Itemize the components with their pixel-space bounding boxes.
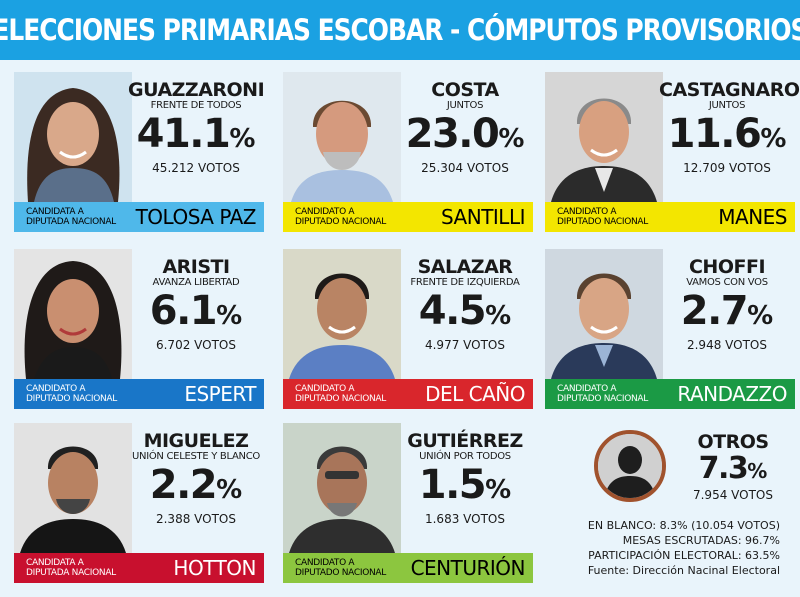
national-candidate-name: CENTURIÓN — [410, 556, 526, 580]
candidate-photo — [283, 72, 401, 202]
party-name: JUNTOS — [708, 100, 746, 111]
candidate-role: CANDIDATO A DIPUTADO NACIONAL — [295, 558, 386, 578]
vote-count: 4.977 VOTOS — [424, 338, 505, 352]
candidate-role: CANDIDATO A DIPUTADO NACIONAL — [295, 207, 386, 227]
vote-percentage: 41.1% — [136, 111, 256, 157]
candidate-surname: CASTAGNARO — [659, 79, 800, 101]
others-percentage: 7.3% — [698, 451, 768, 486]
candidate-role: CANDIDATO A DIPUTADO NACIONAL — [295, 384, 386, 404]
candidate-card-miguelez: MIGUELEZ UNIÓN CELESTE Y BLANCO 2.2% 2.3… — [14, 423, 269, 588]
candidate-photo — [545, 249, 663, 379]
candidate-bar: CANDIDATA A DIPUTADA NACIONAL TOLOSA PAZ — [14, 202, 264, 232]
party-name: UNIÓN CELESTE Y BLANCO — [132, 451, 260, 462]
party-name: FRENTE DE TODOS — [150, 100, 242, 111]
party-name: UNIÓN POR TODOS — [419, 451, 511, 462]
candidate-info: GUTIÉRREZ UNIÓN POR TODOS 1.5% 1.683 VOT… — [397, 431, 533, 526]
candidate-card-castagnaro: CASTAGNARO JUNTOS 11.6% 12.709 VOTOS CAN… — [545, 72, 800, 237]
candidate-info: GUAZZARONI FRENTE DE TODOS 41.1% 45.212 … — [128, 79, 265, 175]
candidate-role: CANDIDATO A DIPUTADO NACIONAL — [26, 384, 117, 404]
party-name: JUNTOS — [446, 100, 484, 111]
vote-percentage: 4.5% — [418, 288, 512, 334]
page-title: ELECCIONES PRIMARIAS ESCOBAR - CÓMPUTOS … — [0, 0, 800, 60]
party-name: AVANZA LIBERTAD — [152, 277, 240, 288]
candidate-surname: CHOFFI — [688, 256, 766, 278]
candidate-bar: CANDIDATO A DIPUTADO NACIONAL ESPERT — [14, 379, 264, 409]
candidate-info: ARISTI AVANZA LIBERTAD 6.1% 6.702 VOTOS — [128, 257, 264, 352]
candidate-info: CHOFFI VAMOS CON VOS 2.7% 2.948 VOTOS — [659, 257, 795, 352]
candidate-photo — [283, 423, 401, 553]
candidate-bar: CANDIDATO A DIPUTADO NACIONAL SANTILLI — [283, 202, 533, 232]
candidate-info: CASTAGNARO JUNTOS 11.6% 12.709 VOTOS — [659, 79, 800, 175]
tables-counted: MESAS ESCRUTADAS: 96.7% — [622, 534, 780, 547]
party-name: FRENTE DE IZQUIERDA — [410, 277, 520, 288]
others-vote-count: 7.954 VOTOS — [692, 488, 773, 502]
candidate-card-guazzaroni: GUAZZARONI FRENTE DE TODOS 41.1% 45.212 … — [14, 72, 269, 237]
others-avatar-icon — [594, 430, 666, 502]
blank-votes: EN BLANCO: 8.3% (10.054 VOTOS) — [587, 519, 780, 532]
vote-count: 25.304 VOTOS — [421, 161, 509, 175]
national-candidate-name: HOTTON — [173, 556, 256, 580]
election-stats: EN BLANCO: 8.3% (10.054 VOTOS) MESAS ESC… — [580, 518, 780, 578]
national-candidate-name: SANTILLI — [440, 205, 526, 229]
vote-percentage: 11.6% — [667, 111, 787, 157]
candidate-role: CANDIDATA A DIPUTADA NACIONAL — [26, 558, 116, 578]
candidate-surname: MIGUELEZ — [143, 430, 249, 452]
page-title-text: ELECCIONES PRIMARIAS ESCOBAR - CÓMPUTOS … — [0, 13, 800, 47]
candidate-card-choffi: CHOFFI VAMOS CON VOS 2.7% 2.948 VOTOS CA… — [545, 249, 800, 414]
candidate-surname: COSTA — [431, 79, 499, 101]
candidate-card-salazar: SALAZAR FRENTE DE IZQUIERDA 4.5% 4.977 V… — [283, 249, 538, 414]
national-candidate-name: ESPERT — [184, 382, 256, 406]
candidate-card-costa: COSTA JUNTOS 23.0% 25.304 VOTOS CANDIDAT… — [283, 72, 538, 237]
candidate-role: CANDIDATA A DIPUTADA NACIONAL — [26, 207, 116, 227]
candidate-surname: ARISTI — [162, 256, 230, 278]
vote-count: 1.683 VOTOS — [424, 512, 505, 526]
vote-count: 12.709 VOTOS — [683, 161, 771, 175]
candidate-surname: GUTIÉRREZ — [407, 430, 523, 452]
national-candidate-name: RANDAZZO — [677, 382, 787, 406]
vote-percentage: 23.0% — [405, 111, 525, 157]
candidate-bar: CANDIDATO A DIPUTADO NACIONAL CENTURIÓN — [283, 553, 533, 583]
vote-percentage: 6.1% — [149, 288, 243, 334]
candidate-info: SALAZAR FRENTE DE IZQUIERDA 4.5% 4.977 V… — [397, 257, 533, 352]
candidate-photo — [283, 249, 401, 379]
candidate-photo — [14, 72, 132, 202]
vote-count: 2.388 VOTOS — [155, 512, 236, 526]
party-name: VAMOS CON VOS — [686, 277, 768, 288]
vote-count: 2.948 VOTOS — [686, 338, 767, 352]
candidate-surname: SALAZAR — [417, 256, 513, 278]
national-candidate-name: MANES — [718, 205, 787, 229]
electoral-participation: PARTICIPACIÓN ELECTORAL: 63.5% — [588, 549, 780, 562]
candidate-info: COSTA JUNTOS 23.0% 25.304 VOTOS — [397, 80, 533, 175]
vote-percentage: 1.5% — [418, 462, 512, 508]
candidate-bar: CANDIDATO A DIPUTADO NACIONAL MANES — [545, 202, 795, 232]
vote-count: 6.702 VOTOS — [155, 338, 236, 352]
vote-count: 45.212 VOTOS — [152, 161, 240, 175]
vote-percentage: 2.2% — [149, 462, 243, 508]
candidate-bar: CANDIDATA A DIPUTADA NACIONAL HOTTON — [14, 553, 264, 583]
candidate-role: CANDIDATO A DIPUTADO NACIONAL — [557, 384, 648, 404]
source-note: Fuente: Dirección Nacinal Electoral — [587, 564, 780, 577]
candidate-bar: CANDIDATO A DIPUTADO NACIONAL DEL CAÑO — [283, 379, 533, 409]
candidate-photo — [14, 423, 132, 553]
national-candidate-name: DEL CAÑO — [425, 382, 525, 406]
others-info: OTROS 7.3% 7.954 VOTOS — [672, 432, 794, 502]
candidate-card-gutierrez: GUTIÉRREZ UNIÓN POR TODOS 1.5% 1.683 VOT… — [283, 423, 538, 588]
candidate-info: MIGUELEZ UNIÓN CELESTE Y BLANCO 2.2% 2.3… — [128, 431, 264, 526]
candidate-role: CANDIDATO A DIPUTADO NACIONAL — [557, 207, 648, 227]
candidate-surname: GUAZZARONI — [128, 79, 265, 101]
candidate-photo — [14, 249, 132, 379]
candidate-photo — [545, 72, 663, 202]
others-label: OTROS — [697, 431, 769, 453]
candidate-bar: CANDIDATO A DIPUTADO NACIONAL RANDAZZO — [545, 379, 795, 409]
national-candidate-name: TOLOSA PAZ — [135, 205, 257, 229]
candidate-card-aristi: ARISTI AVANZA LIBERTAD 6.1% 6.702 VOTOS … — [14, 249, 269, 414]
vote-percentage: 2.7% — [680, 288, 774, 334]
